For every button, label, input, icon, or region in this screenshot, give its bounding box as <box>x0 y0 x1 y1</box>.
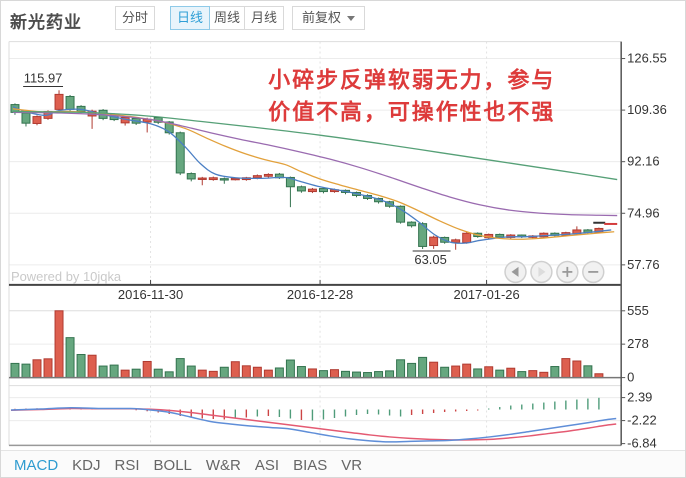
macd-dif-line <box>10 407 617 443</box>
header: 新光药业 分时 日线 周线 月线 前复权 <box>1 1 685 37</box>
nav-next-button[interactable] <box>530 260 553 284</box>
svg-text:555: 555 <box>627 303 649 318</box>
indicator-tab-kdj[interactable]: KDJ <box>72 456 101 474</box>
ma-mid-orange <box>12 108 615 240</box>
indicator-tab-macd[interactable]: MACD <box>14 456 59 474</box>
svg-text:74.96: 74.96 <box>627 205 659 220</box>
x-axis-labels: 2016-11-30 2016-12-28 2017-01-26 <box>118 279 520 302</box>
svg-text:2.39: 2.39 <box>627 390 652 405</box>
svg-text:2017-01-26: 2017-01-26 <box>453 287 519 302</box>
ma-fast-blue <box>12 106 612 244</box>
indicator-tab-asi[interactable]: ASI <box>254 456 280 474</box>
svg-text:小碎步反弹软弱无力，参与: 小碎步反弹软弱无力，参与 <box>268 67 555 93</box>
indicator-tab-vr[interactable]: VR <box>341 456 363 474</box>
tab-weekly[interactable]: 周线 <box>207 6 247 30</box>
tab-intraday[interactable]: 分时 <box>115 6 155 30</box>
indicator-tab-rsi[interactable]: RSI <box>114 456 140 474</box>
tab-monthly[interactable]: 月线 <box>244 6 284 30</box>
svg-text:-2.22: -2.22 <box>627 413 657 428</box>
caret-down-icon <box>347 15 356 21</box>
chart-area: 126.55 109.36 92.16 74.96 57.76 555 278 0 2.39 -2… <box>1 37 685 450</box>
tab-daily[interactable]: 日线 <box>170 6 210 30</box>
svg-text:63.05: 63.05 <box>414 252 446 267</box>
indicator-tab-bar: MACD KDJ RSI BOLL W&R ASI BIAS VR <box>1 450 685 477</box>
extreme-price-labels: 115.97 63.05 <box>23 70 451 267</box>
moving-average-lines <box>12 106 618 244</box>
nav-prev-button[interactable] <box>504 260 527 284</box>
indicator-tab-bias[interactable]: BIAS <box>293 456 328 474</box>
svg-text:-6.84: -6.84 <box>627 436 657 450</box>
svg-text:2016-11-30: 2016-11-30 <box>118 287 183 302</box>
gridlines <box>8 41 622 446</box>
adjust-dropdown[interactable]: 前复权 <box>292 6 366 30</box>
svg-text:0: 0 <box>627 370 634 385</box>
watermark: Powered by 10jqka <box>11 269 122 284</box>
macd-pane <box>10 397 617 443</box>
indicator-tab-wr[interactable]: W&R <box>205 456 241 474</box>
svg-text:92.16: 92.16 <box>627 154 659 169</box>
ma-slow-purple <box>12 111 618 217</box>
svg-text:278: 278 <box>627 336 649 351</box>
svg-text:109.36: 109.36 <box>627 102 667 117</box>
indicator-tab-boll[interactable]: BOLL <box>153 456 192 474</box>
stock-name: 新光药业 <box>10 13 82 32</box>
right-axis-labels: 126.55 109.36 92.16 74.96 57.76 555 278 0 2.39 -2… <box>621 51 667 450</box>
macd-dea-line <box>10 407 617 441</box>
stock-chart-canvas[interactable]: 126.55 109.36 92.16 74.96 57.76 555 278 0 2.39 -2… <box>1 37 685 450</box>
adjust-dropdown-label: 前复权 <box>302 10 342 25</box>
nav-zoom-in-button[interactable] <box>556 260 579 284</box>
svg-text:2016-12-28: 2016-12-28 <box>287 287 353 302</box>
svg-text:126.55: 126.55 <box>627 51 667 66</box>
svg-text:价值不高，可操作性也不强: 价值不高，可操作性也不强 <box>268 99 555 125</box>
nav-zoom-out-button[interactable] <box>582 260 605 284</box>
svg-text:115.97: 115.97 <box>24 70 63 85</box>
ma-slowest-green <box>12 110 618 181</box>
svg-text:57.76: 57.76 <box>627 257 659 272</box>
